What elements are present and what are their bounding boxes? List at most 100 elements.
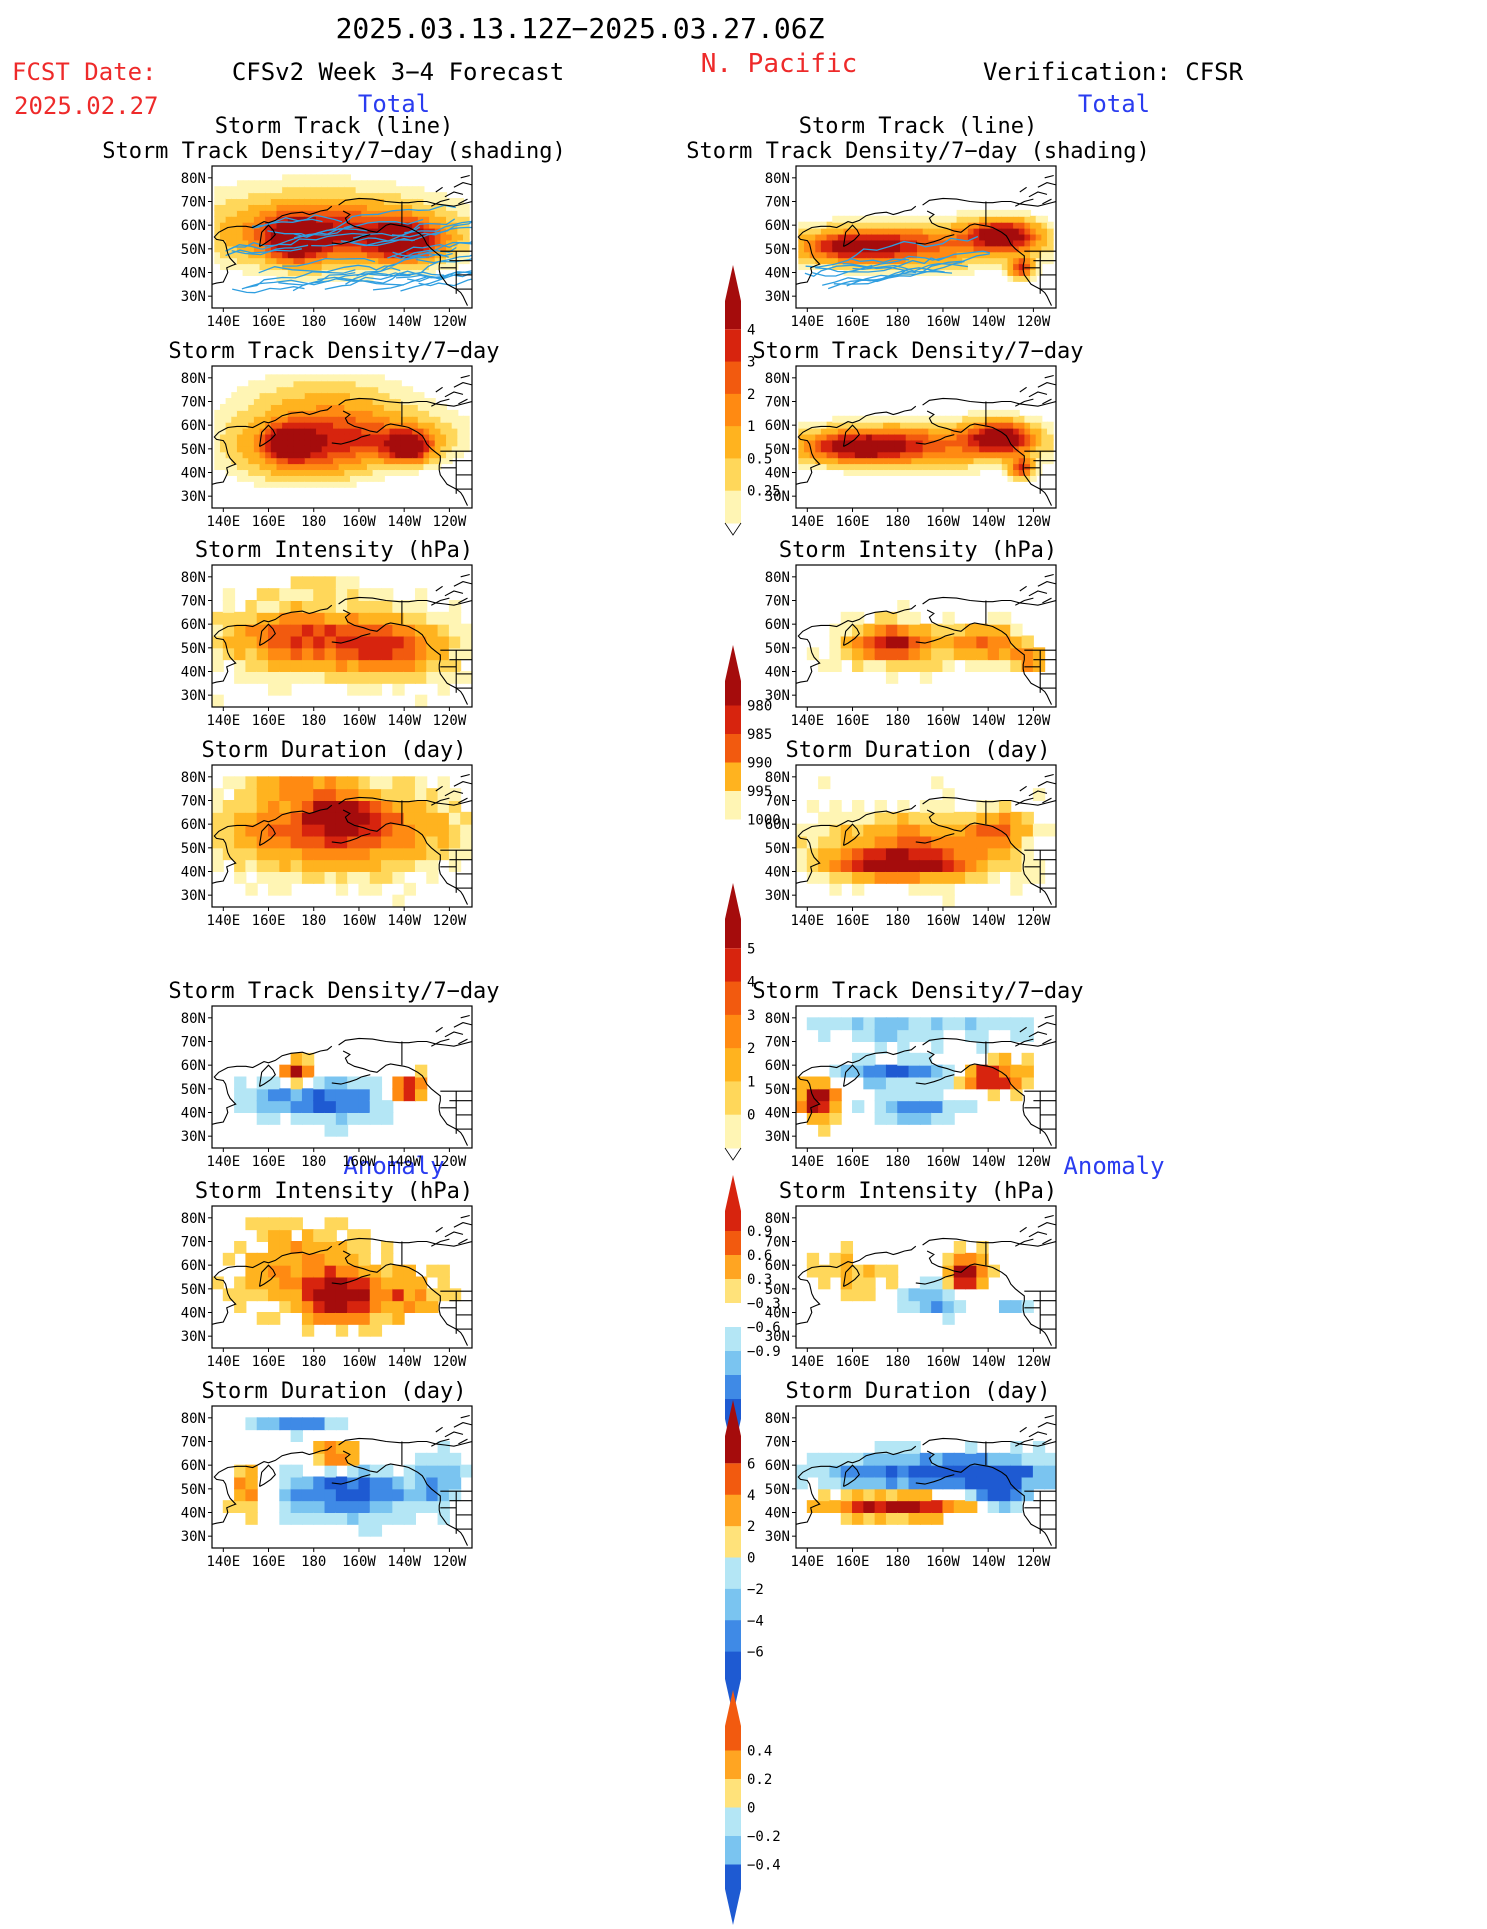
shading-cell <box>1001 269 1009 276</box>
shading-cell <box>265 198 272 205</box>
shading-cell <box>358 800 371 813</box>
shading-cell <box>448 611 462 625</box>
shading-cell <box>248 198 255 205</box>
shading-cell <box>313 1417 326 1431</box>
shading-cell <box>219 451 227 459</box>
lon-tick-label: 180 <box>301 713 326 729</box>
shading-cell <box>403 835 416 849</box>
shading-cell <box>928 245 935 253</box>
shading-cell <box>378 439 385 447</box>
shading-cell <box>437 659 450 672</box>
shading-cell <box>287 198 295 205</box>
shading-cell <box>885 623 899 637</box>
shading-cell <box>973 215 981 223</box>
shading-cell <box>1001 257 1009 265</box>
shading-cell <box>265 398 272 405</box>
shading-cell <box>276 474 284 482</box>
shading-cell <box>446 198 453 205</box>
shading-cell <box>242 421 250 429</box>
shading-cell <box>815 257 822 265</box>
shading-cell <box>832 421 839 429</box>
shading-cell <box>1024 445 1032 453</box>
shading-cell <box>268 1252 281 1266</box>
shading-cell <box>344 398 351 405</box>
shading-cell <box>434 192 442 200</box>
shading-cell <box>381 1300 394 1313</box>
shading-cell <box>440 209 448 217</box>
shading-cell <box>287 203 295 211</box>
shading-cell <box>908 1512 921 1525</box>
shading-cell <box>381 659 394 672</box>
shading-cell <box>299 227 306 235</box>
shading-cell <box>1047 245 1054 253</box>
shading-cell <box>423 433 431 441</box>
shading-cell <box>832 239 839 247</box>
shading-cell <box>448 800 462 813</box>
shading-cell <box>290 871 303 884</box>
shading-cell <box>987 1476 1000 1490</box>
shading-cell <box>279 588 292 601</box>
shading-cell <box>236 474 244 482</box>
shading-cell <box>372 192 380 200</box>
shading-cell <box>965 623 978 637</box>
shading-cell <box>953 835 967 849</box>
shading-cell <box>1007 469 1015 476</box>
shading-cell <box>279 776 292 790</box>
shading-cell <box>276 409 284 417</box>
shading-cell <box>987 1052 1000 1066</box>
shading-cell <box>417 392 425 400</box>
shading-cell <box>818 1500 831 1513</box>
shading-cell <box>369 635 383 649</box>
shading-cell <box>344 392 351 400</box>
shading-cell <box>871 451 879 459</box>
shading-cell <box>279 1088 292 1102</box>
shading-cell <box>866 445 873 453</box>
shading-cell <box>265 474 272 482</box>
shading-cell <box>818 1123 831 1137</box>
shading-cell <box>259 257 267 265</box>
shading-cell <box>282 469 289 476</box>
shading-cell <box>248 398 255 405</box>
shading-cell <box>395 269 402 276</box>
shading-cell <box>967 257 975 265</box>
shading-cell <box>349 392 357 400</box>
shading-cell <box>383 469 391 476</box>
shading-cell <box>327 174 335 182</box>
shading-cell <box>313 1452 326 1466</box>
shading-cell <box>874 611 887 625</box>
shading-cell <box>883 433 890 441</box>
shading-cell <box>358 811 371 825</box>
shading-cell <box>403 882 416 896</box>
shading-cell <box>242 415 250 423</box>
shading-cell <box>236 469 244 476</box>
colorbar-label: 990 <box>747 756 772 772</box>
shading-cell <box>933 469 941 476</box>
shading-cell <box>212 623 224 637</box>
shading-cell <box>316 439 323 447</box>
shading-cell <box>304 415 312 423</box>
shading-cell <box>347 659 360 672</box>
coastline <box>331 234 371 245</box>
shading-cell <box>840 1452 854 1466</box>
border-line <box>435 386 443 393</box>
map-panel: Storm Intensity (hPa)80N70N60N50N40N30N1… <box>181 1179 473 1370</box>
shading-cell <box>1030 221 1037 229</box>
lon-tick-label: 160W <box>342 1354 376 1370</box>
coastline <box>796 405 917 485</box>
shading-cell <box>248 433 255 441</box>
shading-cell <box>990 221 998 229</box>
shading-cell <box>321 257 329 265</box>
shading-cell <box>299 386 306 394</box>
shading-cell <box>293 474 301 482</box>
shading-cell <box>347 1452 360 1466</box>
shading-cell <box>996 463 1003 471</box>
shading-cell <box>245 859 258 872</box>
shading-cell <box>276 215 284 223</box>
shading-cell <box>403 823 416 837</box>
shading-cell <box>265 463 272 471</box>
shading-cell <box>815 245 822 253</box>
shading-cell <box>400 451 408 459</box>
shading-cell <box>333 180 340 188</box>
shading-cell <box>412 433 419 441</box>
shading-cell <box>1030 439 1037 447</box>
